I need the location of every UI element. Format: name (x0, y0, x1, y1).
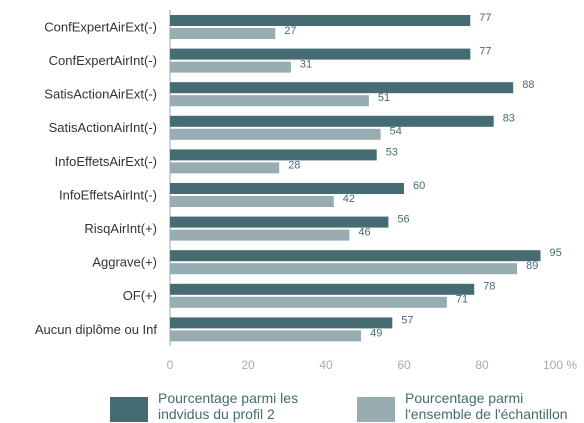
bar (170, 15, 471, 26)
value-label: 49 (370, 327, 382, 339)
value-label: 28 (288, 159, 300, 171)
chart: 0 20 40 60 80 100 % ConfExpertAirExt(-) 77 27 Con… (35, 10, 577, 372)
bar (170, 296, 447, 308)
value-label: 88 (522, 79, 534, 91)
value-label: 27 (284, 25, 296, 37)
y-tick-label: ConfExpertAirExt(-) (44, 19, 157, 34)
y-tick-label: OF(+) (123, 288, 157, 303)
x-tick-label: 0 (167, 358, 174, 372)
bar (170, 128, 381, 140)
legend-item: Pourcentage parmi les indvidus du profil… (110, 389, 320, 422)
value-label: 71 (456, 294, 468, 306)
y-tick-label: SatisActionAirExt(-) (44, 87, 157, 102)
bar (170, 61, 291, 73)
legend-label: Pourcentage parmi l'ensemble de l'échant… (405, 389, 568, 422)
bar (170, 216, 389, 228)
bar (170, 263, 518, 275)
value-label: 56 (397, 214, 409, 226)
value-label: 42 (343, 193, 355, 205)
bar (170, 48, 471, 60)
value-label: 89 (526, 260, 538, 272)
value-label: 77 (479, 12, 491, 24)
bar (170, 229, 350, 241)
value-label: 83 (503, 113, 515, 125)
y-tick-label: InfoEffetsAirInt(-) (59, 187, 157, 202)
y-tick-label: InfoEffetsAirExt(-) (55, 154, 157, 169)
value-label: 57 (401, 314, 413, 326)
bar (170, 317, 393, 329)
bar (170, 82, 514, 94)
legend-label: Pourcentage parmi les indvidus du profil… (158, 389, 299, 422)
bar (170, 28, 276, 39)
x-tick-label: 80 (475, 358, 489, 372)
legend-item: Pourcentage parmi l'ensemble de l'échant… (357, 389, 584, 422)
bar (170, 196, 334, 207)
bar (170, 115, 494, 127)
bar (170, 95, 369, 107)
bar (170, 149, 377, 161)
y-tick-label: SatisActionAirInt(-) (49, 120, 157, 135)
value-label: 78 (483, 281, 495, 293)
y-tick-label: ConfExpertAirInt(-) (49, 53, 157, 68)
x-tick-label: 20 (241, 358, 255, 372)
value-label: 53 (386, 146, 398, 158)
x-tick-label: 40 (319, 358, 333, 372)
y-tick-label: RisqAirInt(+) (84, 221, 157, 236)
value-label: 51 (378, 92, 390, 104)
value-label: 54 (390, 126, 402, 138)
x-tick-label: 100 % (543, 358, 577, 372)
x-tick-label: 60 (397, 358, 411, 372)
bar (170, 330, 362, 342)
value-label: 95 (550, 247, 562, 259)
bar (170, 183, 404, 194)
bar (170, 283, 475, 295)
value-label: 60 (413, 180, 425, 192)
value-label: 31 (300, 59, 312, 71)
value-label: 46 (358, 227, 370, 239)
value-label: 77 (479, 46, 491, 58)
bar (170, 250, 541, 262)
legend-swatch (357, 397, 395, 422)
legend-swatch (110, 397, 148, 422)
y-tick-label: Aucun diplôme ou Inf (35, 322, 158, 337)
y-tick-label: Aggrave(+) (92, 255, 157, 270)
bar (170, 162, 280, 174)
